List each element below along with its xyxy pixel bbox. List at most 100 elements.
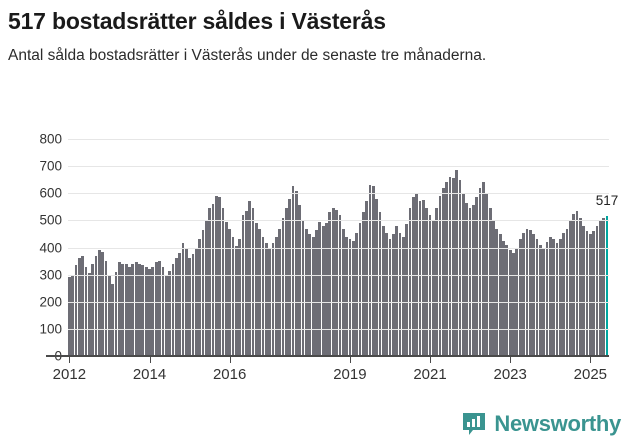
bar[interactable] — [381, 225, 385, 356]
bar[interactable] — [74, 265, 78, 356]
bar[interactable] — [154, 262, 158, 356]
bar[interactable] — [375, 198, 378, 356]
bar[interactable] — [502, 240, 505, 356]
bar[interactable] — [141, 265, 145, 356]
bar[interactable] — [311, 236, 315, 356]
bar[interactable] — [482, 182, 485, 356]
bar[interactable] — [448, 176, 452, 356]
bar[interactable] — [361, 212, 365, 356]
bar[interactable] — [442, 187, 445, 356]
bar[interactable] — [181, 243, 185, 356]
bar[interactable] — [68, 277, 71, 356]
bar[interactable] — [211, 204, 215, 356]
bar[interactable] — [255, 223, 258, 356]
bar[interactable] — [325, 223, 328, 356]
bar[interactable] — [281, 217, 285, 356]
bar[interactable] — [552, 239, 555, 356]
bar[interactable] — [522, 232, 525, 356]
bar[interactable] — [278, 228, 282, 356]
bar[interactable] — [164, 274, 168, 356]
bar[interactable] — [88, 273, 91, 356]
bar[interactable] — [84, 266, 88, 356]
bar[interactable] — [555, 243, 559, 356]
bar[interactable] — [425, 208, 429, 356]
bar[interactable] — [492, 220, 495, 356]
bar[interactable] — [455, 170, 459, 356]
bar[interactable] — [348, 239, 352, 356]
bar[interactable] — [204, 220, 208, 356]
bar[interactable] — [188, 258, 191, 356]
bar[interactable] — [265, 243, 268, 356]
bar[interactable] — [101, 251, 105, 356]
bar[interactable] — [128, 266, 131, 356]
bar[interactable] — [161, 266, 165, 356]
bar[interactable] — [144, 266, 148, 356]
bar[interactable] — [585, 231, 589, 356]
bar[interactable] — [351, 240, 355, 356]
bar[interactable] — [234, 246, 238, 356]
bar[interactable] — [528, 229, 532, 356]
bar[interactable] — [318, 221, 322, 356]
bar[interactable] — [495, 228, 499, 356]
bar[interactable] — [548, 236, 552, 356]
bar-highlighted[interactable] — [605, 215, 609, 356]
bar[interactable] — [538, 244, 542, 356]
bar[interactable] — [391, 233, 395, 356]
bar[interactable] — [398, 232, 402, 356]
bar[interactable] — [331, 208, 335, 356]
bar[interactable] — [224, 221, 228, 356]
bar[interactable] — [598, 220, 602, 356]
bar[interactable] — [151, 266, 155, 356]
bar[interactable] — [288, 198, 292, 356]
bar[interactable] — [355, 232, 358, 356]
bar[interactable] — [191, 254, 195, 356]
bar[interactable] — [378, 212, 382, 356]
bar[interactable] — [148, 269, 151, 356]
bar[interactable] — [408, 208, 412, 356]
bar[interactable] — [208, 208, 211, 356]
bar[interactable] — [94, 255, 98, 356]
bar[interactable] — [104, 261, 108, 356]
bar[interactable] — [562, 232, 565, 356]
bar[interactable] — [388, 239, 392, 356]
bar[interactable] — [411, 197, 415, 356]
bar[interactable] — [301, 220, 305, 356]
bar[interactable] — [134, 262, 138, 356]
bar[interactable] — [251, 208, 255, 356]
bar[interactable] — [158, 261, 161, 356]
bar[interactable] — [275, 236, 278, 356]
bar[interactable] — [241, 214, 245, 356]
bar[interactable] — [298, 205, 302, 356]
bar[interactable] — [365, 201, 368, 356]
bar[interactable] — [338, 214, 342, 356]
bar[interactable] — [575, 210, 579, 356]
bar[interactable] — [214, 195, 218, 356]
bar[interactable] — [261, 236, 265, 356]
bar[interactable] — [118, 262, 121, 356]
bar[interactable] — [535, 239, 539, 356]
bar[interactable] — [335, 209, 338, 356]
bar[interactable] — [565, 228, 569, 356]
bar[interactable] — [512, 252, 515, 356]
bar[interactable] — [475, 197, 479, 356]
bar[interactable] — [458, 179, 462, 356]
bar[interactable] — [602, 217, 606, 356]
bar[interactable] — [488, 208, 492, 356]
bar[interactable] — [505, 244, 509, 356]
bar[interactable] — [432, 220, 435, 356]
bar[interactable] — [435, 208, 439, 356]
bar[interactable] — [168, 270, 171, 356]
bar[interactable] — [124, 264, 128, 356]
bar[interactable] — [345, 236, 348, 356]
bar[interactable] — [221, 208, 225, 356]
bar[interactable] — [445, 182, 449, 356]
bar[interactable] — [305, 228, 308, 356]
bar[interactable] — [291, 186, 295, 356]
bar[interactable] — [271, 243, 275, 356]
bar[interactable] — [178, 252, 181, 356]
bar[interactable] — [582, 225, 586, 356]
bar[interactable] — [341, 228, 345, 356]
bar[interactable] — [78, 258, 81, 356]
bar[interactable] — [428, 214, 432, 356]
bar[interactable] — [578, 217, 582, 356]
